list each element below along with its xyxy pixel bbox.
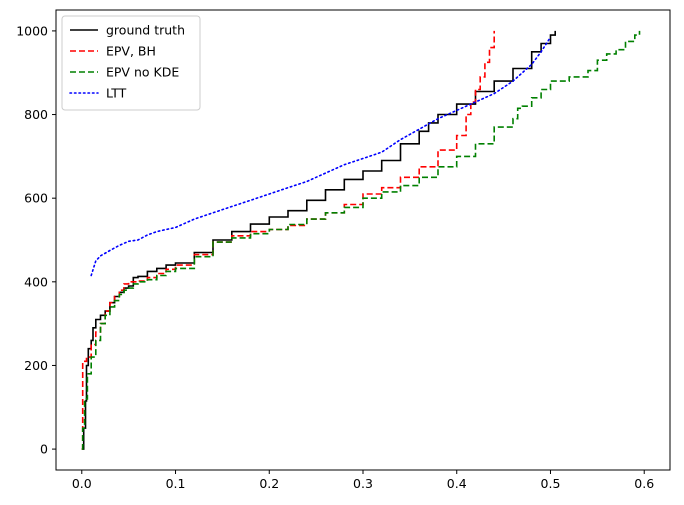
y-tick-label: 600	[24, 191, 48, 206]
series-line-2	[81, 30, 641, 450]
x-axis: 0.0 0.1 0.2 0.3 0.4 0.5 0.6	[72, 470, 654, 491]
x-tick-label: 0.6	[634, 476, 654, 491]
x-tick-label: 0.3	[353, 476, 373, 491]
legend-label: LTT	[106, 86, 127, 101]
y-tick-label: 800	[24, 107, 48, 122]
x-tick-label: 0.1	[166, 476, 186, 491]
series-line-3	[90, 36, 552, 277]
x-tick-label: 0.4	[447, 476, 467, 491]
y-axis: 0 200 400 600 800 1000	[16, 23, 56, 457]
x-tick-label: 0.0	[72, 476, 92, 491]
y-tick-label: 1000	[16, 23, 48, 38]
x-tick-label: 0.2	[259, 476, 279, 491]
series-layer	[81, 30, 641, 450]
y-tick-label: 200	[24, 358, 48, 373]
legend-label: ground truth	[106, 23, 185, 38]
legend-box	[61, 15, 201, 111]
y-tick-label: 0	[40, 442, 48, 457]
legend-label: EPV, BH	[106, 44, 156, 59]
series-line-1	[81, 30, 495, 450]
legend-label: EPV no KDE	[106, 65, 179, 80]
y-tick-label: 400	[24, 274, 48, 289]
legend: ground truth EPV, BH EPV no KDE LTT	[61, 15, 201, 111]
x-tick-label: 0.5	[541, 476, 561, 491]
